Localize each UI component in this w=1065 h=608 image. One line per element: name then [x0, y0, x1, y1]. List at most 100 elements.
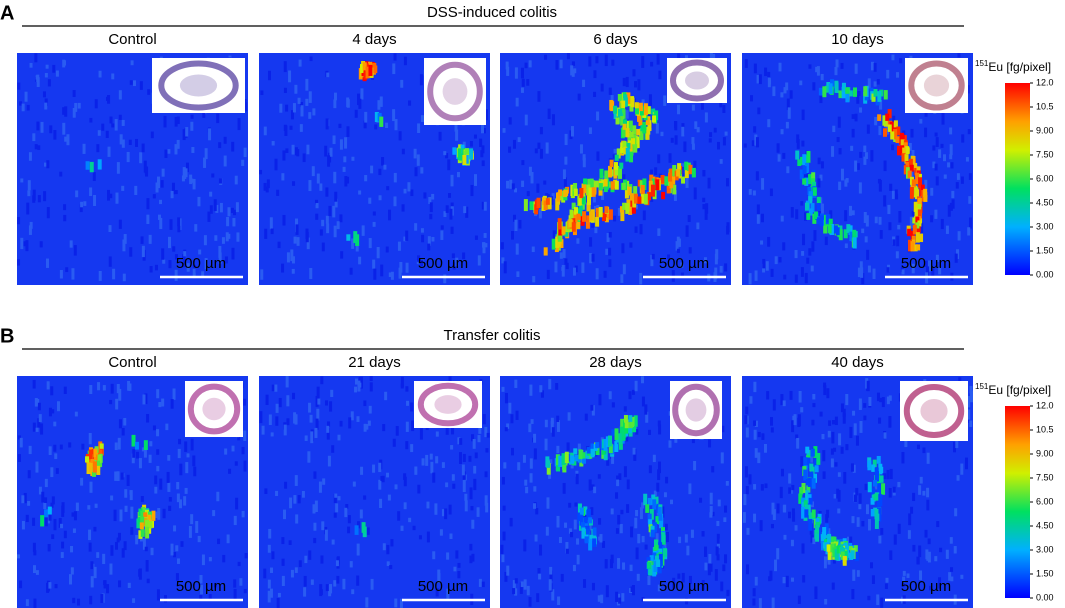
noise-pixel [533, 433, 537, 443]
noise-pixel [681, 572, 685, 583]
noise-pixel [613, 148, 617, 154]
noise-pixel [717, 499, 721, 507]
noise-pixel [524, 479, 528, 486]
noise-pixel [873, 81, 877, 87]
signal-pixel [598, 183, 603, 191]
noise-pixel [428, 196, 432, 205]
noise-pixel [363, 400, 367, 407]
noise-pixel [380, 476, 384, 482]
noise-pixel [618, 597, 622, 604]
noise-pixel [400, 525, 404, 531]
noise-pixel [910, 506, 914, 514]
signal-pixel [645, 117, 650, 126]
noise-pixel [924, 179, 928, 190]
noise-pixel [757, 107, 761, 115]
noise-pixel [719, 159, 723, 164]
noise-pixel [426, 501, 430, 509]
noise-pixel [117, 532, 121, 541]
signal-pixel [808, 518, 813, 531]
signal-pixel [669, 178, 674, 189]
noise-pixel [417, 123, 421, 134]
noise-pixel [622, 562, 626, 570]
noise-pixel [345, 504, 349, 510]
signal-pixel [808, 512, 813, 524]
signal-pixel [604, 170, 609, 180]
noise-pixel [856, 163, 860, 170]
signal-pixel [562, 461, 567, 470]
noise-pixel [826, 388, 830, 399]
signal-pixel [848, 546, 853, 554]
noise-pixel [544, 438, 548, 451]
signal-pixel [620, 116, 625, 126]
noise-pixel [820, 73, 824, 81]
noise-pixel [889, 550, 893, 560]
noise-pixel [52, 64, 56, 73]
noise-pixel [675, 241, 679, 251]
signal-pixel [619, 206, 624, 213]
noise-pixel [458, 452, 462, 464]
signal-pixel [603, 182, 608, 193]
signal-pixel [570, 184, 575, 197]
noise-pixel [198, 249, 202, 255]
noise-pixel [398, 267, 402, 279]
noise-pixel [871, 575, 875, 584]
noise-pixel [473, 134, 477, 139]
colorbar-tick-label: 0.00 [1036, 592, 1054, 602]
noise-pixel [351, 589, 355, 595]
signal-pixel [827, 224, 832, 234]
noise-pixel [385, 122, 389, 129]
noise-pixel [545, 142, 549, 154]
noise-pixel [17, 435, 21, 440]
noise-pixel [419, 74, 423, 86]
scale-bar-label: 500 µm [176, 578, 226, 595]
signal-pixel [650, 529, 655, 538]
noise-pixel [521, 160, 525, 166]
histology-lumen [920, 399, 948, 423]
noise-pixel [53, 444, 57, 452]
noise-pixel [503, 261, 507, 274]
noise-pixel [861, 228, 865, 234]
noise-pixel [486, 432, 490, 438]
signal-pixel [874, 471, 879, 482]
noise-pixel [760, 213, 764, 223]
noise-pixel [939, 547, 943, 553]
noise-pixel [919, 570, 923, 580]
signal-pixel [622, 202, 627, 210]
noise-pixel [622, 77, 626, 87]
noise-pixel [382, 543, 386, 551]
noise-pixel [469, 487, 473, 500]
noise-pixel [298, 560, 302, 568]
noise-pixel [44, 98, 48, 106]
signal-pixel [637, 179, 642, 187]
noise-pixel [121, 185, 125, 191]
noise-pixel [63, 204, 67, 211]
signal-pixel [811, 478, 816, 489]
noise-pixel [200, 584, 204, 595]
noise-pixel [812, 82, 816, 91]
noise-pixel [431, 193, 435, 200]
noise-pixel [405, 421, 409, 432]
noise-pixel [38, 414, 42, 423]
signal-pixel [903, 142, 908, 149]
noise-pixel [306, 237, 310, 250]
noise-pixel [174, 269, 178, 281]
noise-pixel [292, 103, 296, 113]
noise-pixel [389, 565, 393, 570]
signal-pixel [873, 493, 878, 500]
noise-pixel [326, 72, 330, 78]
noise-pixel [561, 266, 565, 271]
noise-pixel [203, 235, 207, 246]
noise-pixel [195, 521, 199, 533]
signal-pixel [604, 206, 609, 214]
noise-pixel [459, 438, 463, 445]
noise-pixel [762, 258, 766, 269]
signal-pixel [802, 178, 807, 185]
noise-pixel [121, 119, 125, 126]
noise-pixel [657, 420, 661, 427]
signal-pixel [643, 193, 648, 205]
noise-pixel [332, 135, 336, 145]
noise-pixel [549, 570, 553, 581]
noise-pixel [745, 427, 749, 438]
noise-pixel [801, 543, 805, 554]
noise-pixel [515, 243, 519, 255]
